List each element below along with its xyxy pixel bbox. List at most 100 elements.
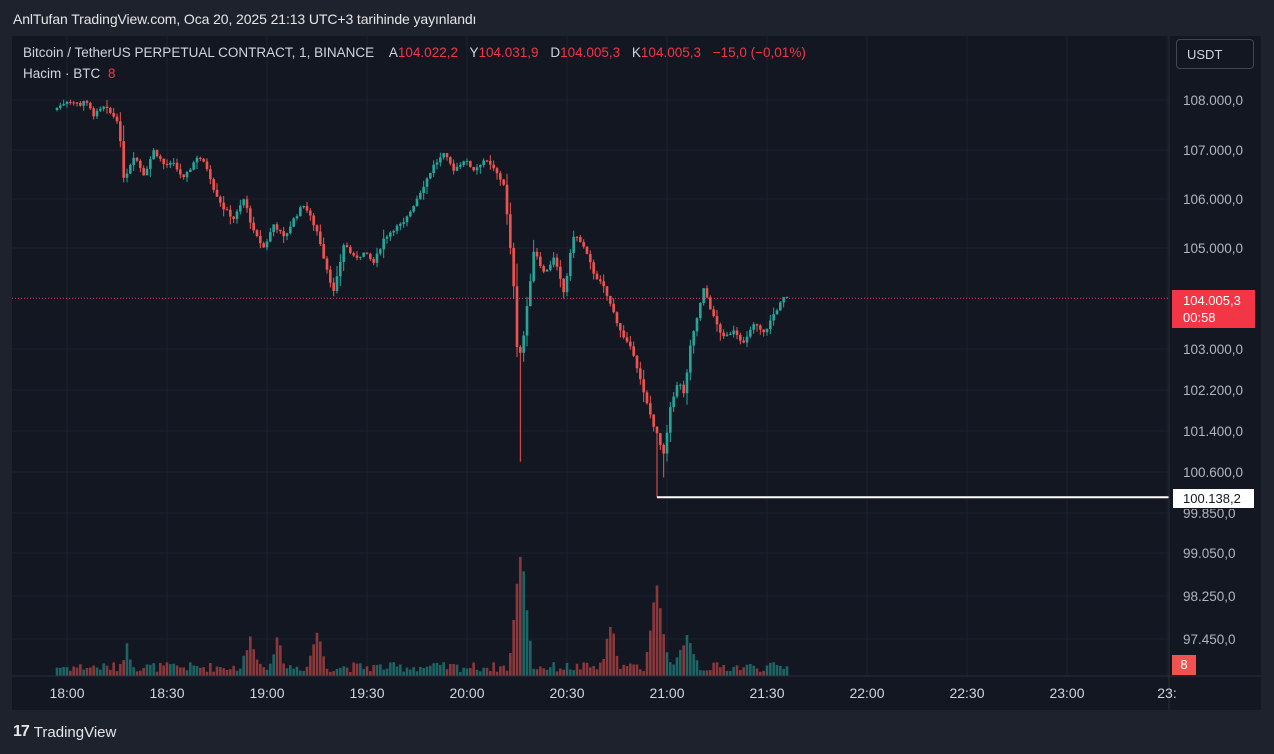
volume-bar [565,662,569,676]
volume-bar [252,649,255,676]
volume-bar [195,666,199,676]
price-axis: 108.000,0 107.000,0 106.000,0 105.000,0 103.… [1183,93,1243,647]
candle-body [539,256,542,267]
candle-body [299,207,302,217]
volume-bar [759,671,762,676]
volume-bar [775,665,779,676]
candle-body [195,157,199,163]
volume-bar [489,671,492,676]
currency-button[interactable]: USDT [1176,39,1254,69]
volume-bar [249,636,252,676]
candle-body [755,324,759,326]
volume-bar [779,665,782,676]
candle-body [115,116,119,122]
candle-body [75,102,79,104]
volume-bar [685,635,689,676]
volume-bar [632,664,635,676]
volume-bar [355,663,359,676]
candle-body [515,286,519,348]
candle-body [762,329,765,333]
candle-body [612,303,615,313]
volume-bar [572,670,575,676]
tradingview-logo[interactable]: 17 TradingView [13,723,116,741]
candle-body [59,105,62,108]
volume-bar [395,666,399,676]
last-price-badge: 104.005,3 00:58 [1172,290,1255,328]
volume-bar [439,664,442,676]
volume-bar [59,667,62,676]
candle-body [182,174,185,178]
candle-body [379,249,382,254]
volume-bar [742,667,745,676]
close-value: 104.005,3 [640,45,701,60]
candle-body [199,157,202,159]
candle-body [779,302,782,311]
volume-bar [479,671,482,676]
candle-body [239,205,242,212]
candle-body [249,208,252,223]
volume-bar [529,640,532,676]
volume-bar [119,663,122,676]
volume-bar [482,667,485,676]
volume-bar [382,669,385,676]
candle-body [459,164,462,167]
volume-bar [675,657,679,676]
candle-body [745,336,749,343]
grid [12,36,1169,676]
volume-bar [782,668,785,676]
candle-body [279,229,282,232]
low-value: 104.005,3 [560,45,621,60]
ohlc-legend: Bitcoin / TetherUS PERPETUAL CONTRACT, 1… [23,45,806,60]
candle-body [725,334,729,337]
volume-bar [559,668,562,676]
volume-bar [515,583,519,676]
volume-bar [275,637,279,676]
volume-bar [262,667,265,676]
candle-body [72,102,75,104]
candle-body [179,169,182,175]
volume-bar [449,664,452,676]
volume-bar [302,670,305,676]
volume-bar [105,665,109,676]
candle-body [682,384,685,394]
volume-bar [95,667,99,676]
volume-bar [689,643,692,676]
volume-bar [695,660,699,676]
candle-body [442,153,445,158]
candle-body [532,251,535,282]
volume-bar [445,669,449,676]
candle-body [615,312,619,324]
close-label: K [631,45,641,60]
candle-body [775,310,779,315]
chart-frame[interactable]: 108.000,0 107.000,0 106.000,0 105.000,0 103.… [12,36,1261,710]
candle-body [255,230,259,236]
volume-bar [122,660,125,676]
volume-bar [555,671,559,676]
volume-bar [785,666,789,676]
candle-body [679,384,682,386]
candle-body [582,242,585,247]
candle-body [649,403,652,415]
volume-bar [692,654,695,676]
published-header: AnlTufan TradingView.com, Oca 20, 2025 2… [13,11,477,27]
volume-bar [342,666,345,676]
candle-body [312,215,315,226]
volume-bar [622,664,625,676]
volume-bar [172,663,175,676]
candle-body [339,261,342,277]
candle-body [642,379,645,393]
high-value: 104.031,9 [478,45,539,60]
candle-body [565,275,569,293]
volume-bar [459,671,462,676]
y-tick-label: 99.850,0 [1183,506,1236,521]
volume-bar [415,671,419,676]
candle-body [229,209,232,217]
candle-body [342,245,345,262]
candle-body [245,199,249,209]
candle-body [609,295,612,304]
price-chart[interactable]: 108.000,0 107.000,0 106.000,0 105.000,0 103.… [12,36,1261,710]
volume-badge-value: 8 [1180,657,1188,672]
volume-bar [549,667,552,676]
candle-body [102,106,105,109]
volume-bar [209,662,212,676]
